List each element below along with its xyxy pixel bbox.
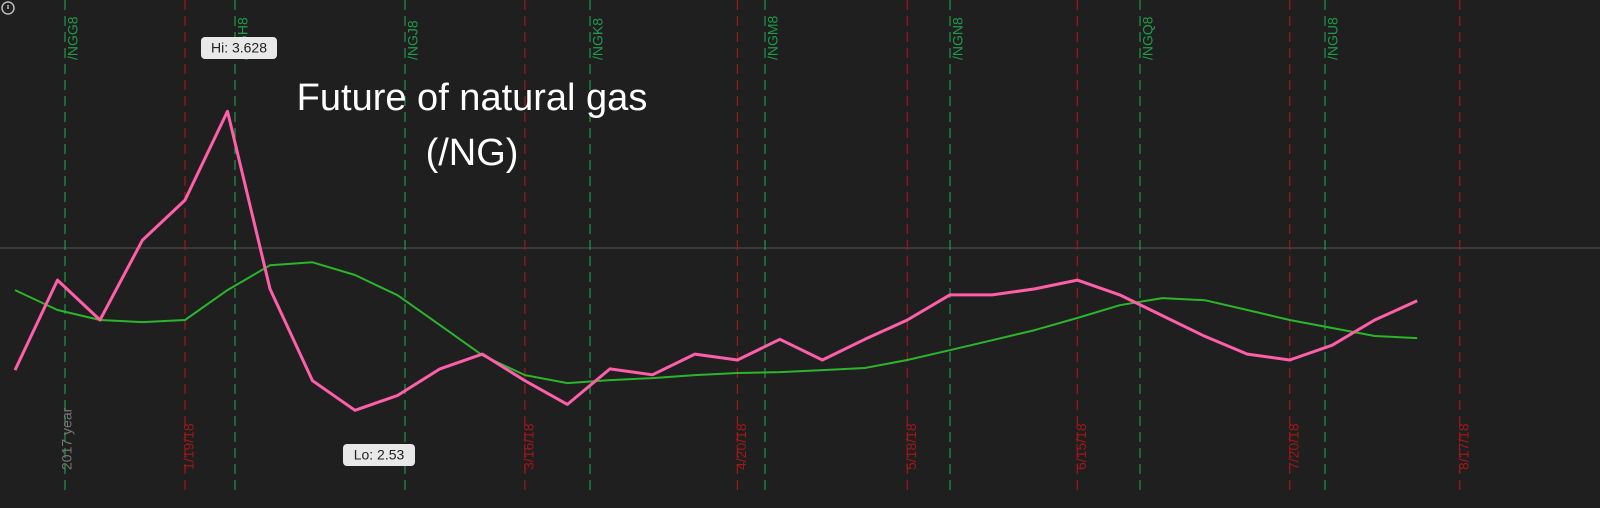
chart-subtitle: (/NG) <box>426 132 519 174</box>
info-icon[interactable] <box>1 1 15 15</box>
hi-label: Hi: 3.628 <box>211 40 267 56</box>
series-line <box>14 261 1418 385</box>
series-line <box>13 109 1418 412</box>
contract-label: /NGQ8 <box>1140 16 1156 60</box>
grid-layer: /NGG8/NGH8/NGJ8/NGK8/NGM8/NGN8/NGQ8/NGU8… <box>64 0 1471 495</box>
hi-label-box <box>201 37 277 59</box>
lines-layer <box>13 109 1418 412</box>
date-label: 1/19/18 <box>181 423 197 470</box>
date-label: 6/15/18 <box>1073 423 1089 470</box>
contract-label: /NGK8 <box>590 18 606 60</box>
contract-label: /NGM8 <box>765 15 781 60</box>
chart-title: Future of natural gas <box>297 77 648 119</box>
date-label: 3/16/18 <box>521 423 537 470</box>
date-label: 8/17/18 <box>1455 423 1471 470</box>
contract-label: /NGG8 <box>65 16 81 60</box>
contract-label: /NGN8 <box>950 17 966 60</box>
year-label: 2017 year <box>59 407 75 470</box>
date-label: 4/20/18 <box>733 423 749 470</box>
contract-label: /NGJ8 <box>405 20 421 60</box>
lo-label-box <box>343 444 415 466</box>
contract-label: /NGU8 <box>1325 17 1341 60</box>
date-label: 7/20/18 <box>1285 423 1301 470</box>
lo-label: Lo: 2.53 <box>354 447 405 463</box>
annotation-layer: Future of natural gas (/NG) Hi: 3.628 Lo… <box>59 37 648 470</box>
date-label: 5/18/18 <box>903 423 919 470</box>
